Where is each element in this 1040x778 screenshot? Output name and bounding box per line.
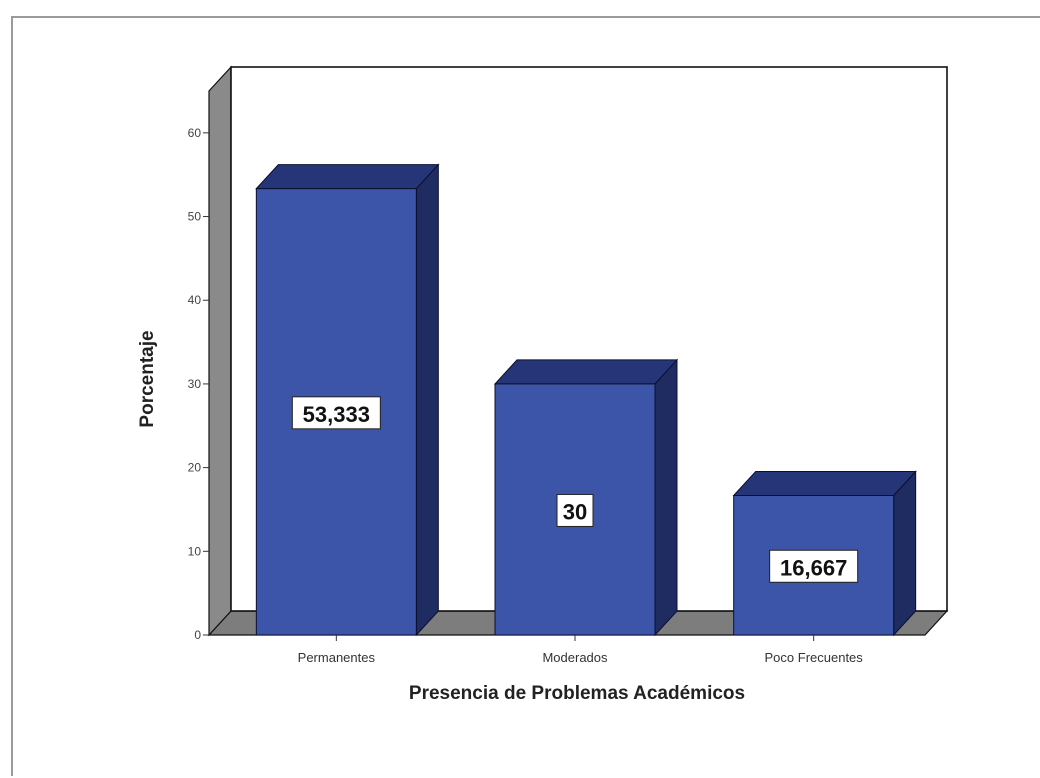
x-tick-label: Moderados (542, 650, 608, 665)
bar: 30 (493, 358, 679, 637)
chart-frame: 0 10 20 30 40 50 60 53,333 30 16,667 Permanentes… (11, 16, 1040, 776)
y-tick-label: 30 (188, 377, 202, 391)
data-label-box (291, 396, 381, 430)
data-label: 16,667 (780, 555, 847, 580)
data-label: 53,333 (303, 402, 370, 427)
x-tick-label: Poco Frecuentes (765, 650, 864, 665)
bar-top (255, 164, 440, 190)
bar-side (893, 470, 917, 637)
bar-top (732, 471, 917, 497)
data-label-box (556, 493, 594, 527)
y-tick-label: 40 (188, 293, 202, 307)
y-tick-label: 0 (194, 628, 201, 642)
x-axis-title: Presencia de Problemas Académicos (409, 683, 745, 704)
data-label-box (769, 549, 859, 583)
bar: 53,333 (255, 163, 440, 637)
bar-side (654, 358, 678, 637)
bar: 16,667 (732, 470, 917, 637)
y-tick-label: 10 (188, 544, 202, 558)
bar-top (493, 359, 679, 385)
chart-side-wall (208, 65, 232, 637)
data-label: 30 (563, 499, 587, 524)
x-tick-label: Permanentes (298, 650, 376, 665)
y-axis-title: Porcentaje (137, 330, 158, 427)
y-tick-label: 20 (188, 461, 202, 475)
bar-side (415, 163, 439, 637)
bar-chart: 0 10 20 30 40 50 60 53,333 30 16,667 Permanentes… (137, 65, 949, 704)
y-tick-label: 50 (188, 210, 202, 224)
y-tick-label: 60 (188, 126, 202, 140)
